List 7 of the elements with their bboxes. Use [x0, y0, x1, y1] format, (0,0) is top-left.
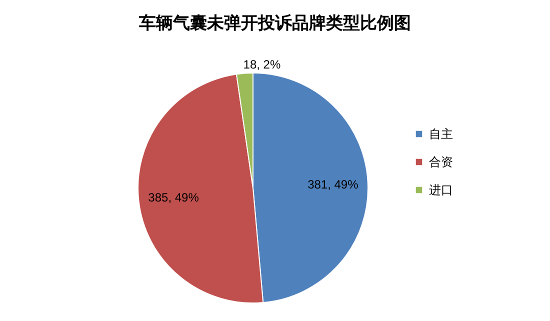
data-label: 381, 49% — [308, 177, 359, 192]
data-label: 18, 2% — [243, 57, 281, 72]
legend-label: 进口 — [429, 183, 453, 197]
chart-title: 车辆气囊未弹开投诉品牌类型比例图 — [138, 13, 411, 32]
legend-label: 自主 — [429, 127, 453, 141]
data-label: 385, 49% — [148, 190, 200, 204]
legend-label: 合资 — [429, 155, 453, 169]
